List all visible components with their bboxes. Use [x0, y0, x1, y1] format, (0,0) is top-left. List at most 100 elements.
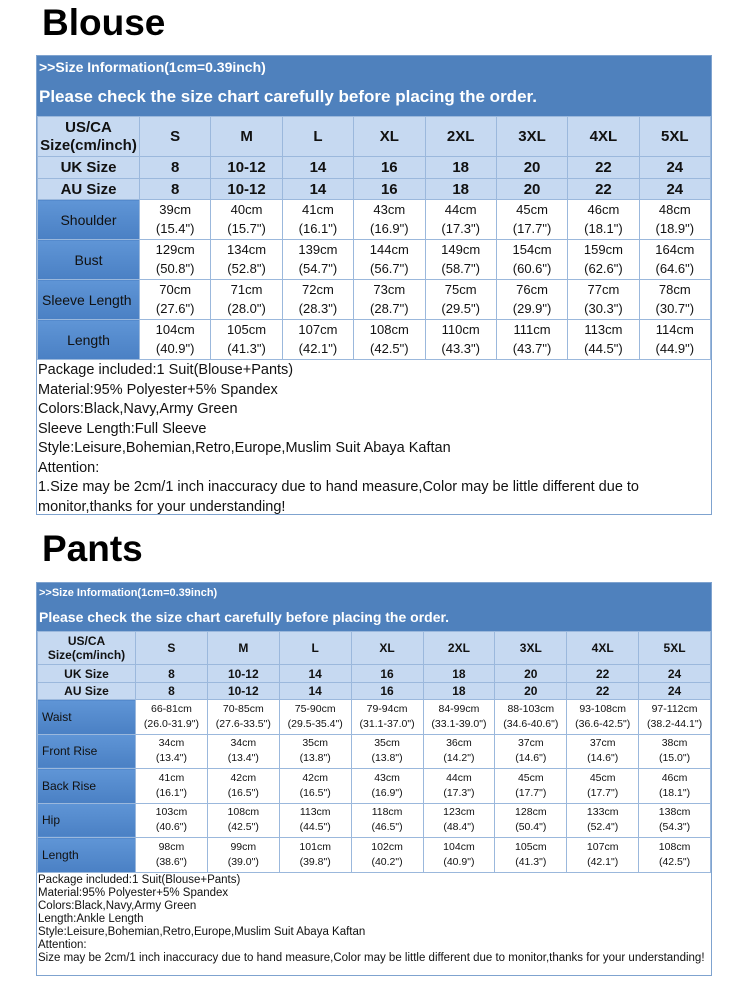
- inch-value: (16.5"): [227, 786, 259, 799]
- cm-value: 42cm: [302, 771, 329, 784]
- measurement-row-back-rise: Back Rise 41cm (16.1") 42cm (16.5") 42cm (16.5…: [37, 768, 711, 804]
- note-line: Attention:: [38, 938, 87, 951]
- au-size-value: 14: [278, 682, 352, 700]
- measurement-cell: 149cm (58.7"): [424, 239, 497, 280]
- cm-value: 88-103cm: [507, 702, 555, 715]
- measurement-row-front-rise: Front Rise 34cm (13.4") 34cm (13.4") 35cm (13.…: [37, 733, 711, 769]
- cm-value: 118cm: [371, 806, 403, 819]
- header-label-line: US/CA: [67, 633, 106, 648]
- cm-value: 70cm: [159, 281, 192, 297]
- inch-value: (13.8"): [299, 752, 331, 765]
- au-size-value: 24: [638, 178, 712, 200]
- measurement-row-length: Length 104cm (40.9") 105cm (41.3") 107cm (42.1…: [37, 319, 712, 360]
- inch-value: (44.5"): [584, 340, 623, 356]
- inch-value: (62.6"): [584, 260, 623, 276]
- size-3xl: 3XL: [495, 116, 569, 157]
- size-5xl: 5XL: [638, 631, 711, 665]
- au-size-value: 18: [422, 682, 496, 700]
- inch-value: (34.6-40.6"): [503, 717, 559, 730]
- measurement-cell: 46cm (18.1"): [567, 199, 640, 240]
- inch-value: (17.3"): [441, 220, 480, 236]
- cm-value: 35cm: [374, 737, 400, 750]
- au-size-value: 16: [350, 682, 424, 700]
- product-notes: Package included:1 Suit(Blouse+Pants) Mat…: [37, 873, 711, 966]
- cm-value: 40cm: [230, 201, 263, 217]
- measurement-label: Back Rise: [37, 768, 136, 804]
- measurement-cell: 41cm (16.1"): [135, 768, 208, 804]
- measurement-cell: 84-99cm (33.1-39.0"): [422, 699, 496, 735]
- cm-value: 41cm: [158, 771, 185, 784]
- note-line: Package included:1 Suit(Blouse+Pants): [38, 362, 294, 378]
- uk-size-value: 14: [281, 156, 355, 179]
- au-size-label: AU Size: [37, 682, 136, 700]
- cm-value: 105cm: [227, 321, 267, 337]
- measurement-cell: 45cm (17.7"): [494, 768, 568, 804]
- cm-value: 139cm: [298, 241, 338, 257]
- inch-value: (39.8"): [299, 855, 331, 868]
- inch-value: (44.5"): [299, 821, 331, 834]
- uk-size-value: 10-12: [210, 156, 283, 179]
- size-s: S: [138, 116, 212, 157]
- measurement-cell: 134cm (52.8"): [210, 239, 283, 280]
- size-3xl: 3XL: [494, 631, 568, 665]
- cm-value: 46cm: [587, 201, 620, 217]
- measurement-cell: 71cm (28.0"): [210, 279, 283, 320]
- cm-value: 97-112cm: [651, 702, 698, 715]
- size-notice-text: Please check the size chart carefully be…: [39, 609, 450, 625]
- cm-value: 104cm: [155, 321, 195, 337]
- inch-value: (13.8"): [371, 752, 403, 765]
- measurement-cell: 98cm (38.6"): [135, 837, 208, 873]
- au-size-value: 14: [281, 178, 355, 200]
- inch-value: (38.2-44.1"): [647, 717, 703, 730]
- measurement-cell: 108cm (42.5"): [206, 802, 280, 838]
- measurement-cell: 104cm (40.9"): [422, 837, 496, 873]
- inch-value: (28.3"): [298, 300, 338, 316]
- au-size-value: 10-12: [210, 178, 283, 200]
- measurement-cell: 66-81cm (26.0-31.9"): [135, 699, 208, 735]
- cm-value: 43cm: [374, 771, 400, 784]
- size-2xl: 2XL: [422, 631, 496, 665]
- cm-value: 99cm: [230, 840, 257, 853]
- measurement-cell: 114cm (44.9"): [638, 319, 712, 360]
- measurement-cell: 123cm (48.4"): [422, 802, 496, 838]
- inch-value: (26.0-31.9"): [143, 717, 199, 730]
- measurement-cell: 154cm (60.6"): [495, 239, 569, 280]
- inch-value: (17.3"): [443, 786, 475, 799]
- inch-value: (39.0"): [227, 855, 259, 868]
- au-size-row: AU Size 8 10-12 14 16 18 20 22 24: [37, 178, 712, 200]
- size-header-row: US/CA Size(cm/inch) S M L XL 2XL 3XL 4XL 5XL: [37, 116, 712, 157]
- cm-value: 164cm: [655, 241, 695, 257]
- au-size-value: 24: [638, 682, 711, 700]
- cm-value: 37cm: [517, 737, 544, 750]
- measurement-cell: 38cm (15.0"): [638, 733, 711, 769]
- size-l: L: [278, 631, 352, 665]
- uk-size-value: 14: [278, 664, 352, 683]
- size-notice-text: Please check the size chart carefully be…: [39, 87, 537, 106]
- measurement-row-sleeve-length: Sleeve Length 70cm (27.6") 71cm (28.0") 72cm (…: [37, 279, 712, 320]
- cm-value: 114cm: [655, 321, 694, 337]
- measurement-label: Hip: [37, 802, 136, 838]
- measurement-row-waist: Waist 66-81cm (26.0-31.9") 70-85cm (27.6-33.…: [37, 699, 711, 735]
- cm-value: 149cm: [441, 241, 481, 257]
- header-label-line: Size(cm/inch): [47, 648, 126, 662]
- cm-value: 98cm: [158, 840, 185, 853]
- cm-value: 46cm: [661, 771, 688, 784]
- cm-value: 72cm: [302, 281, 334, 297]
- uk-size-value: 10-12: [206, 664, 280, 683]
- uk-size-value: 16: [353, 156, 426, 179]
- measurement-cell: 138cm (54.3"): [638, 802, 711, 838]
- product-notes: Package included:1 Suit(Blouse+Pants) Mat…: [37, 360, 711, 518]
- measurement-row-shoulder: Shoulder 39cm (15.4") 40cm (15.7") 41cm (16.1"…: [37, 199, 712, 240]
- measurement-cell: 45cm (17.7"): [566, 768, 640, 804]
- cm-value: 113cm: [584, 321, 623, 337]
- measurement-cell: 104cm (40.9"): [138, 319, 212, 360]
- uk-size-value: 8: [138, 156, 212, 179]
- measurement-cell: 35cm (13.8"): [350, 733, 424, 769]
- uk-size-value: 8: [135, 664, 208, 683]
- cm-value: 108cm: [227, 806, 260, 819]
- measurement-label: Length: [37, 319, 140, 360]
- measurement-cell: 46cm (18.1"): [638, 768, 711, 804]
- measurement-cell: 45cm (17.7"): [495, 199, 569, 240]
- note-line: Style:Leisure,Bohemian,Retro,Europe,Musl…: [38, 925, 366, 938]
- size-table: US/CA Size(cm/inch) S M L XL 2XL 3XL 4XL 5XL UK Si…: [37, 116, 712, 360]
